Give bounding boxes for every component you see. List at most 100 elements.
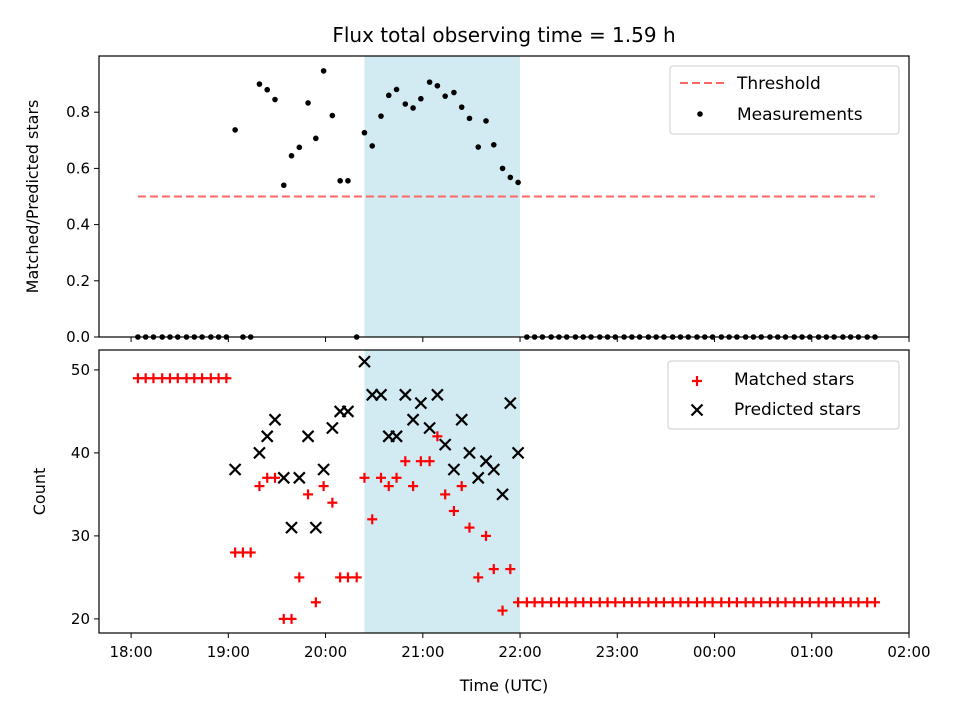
legend-measurements-swatch [697, 111, 703, 117]
ratio-marks [135, 68, 878, 340]
measurement-point [264, 86, 271, 93]
predicted-star-point [390, 430, 403, 443]
legend-matched-swatch [692, 376, 702, 386]
matched-star-point [473, 572, 484, 583]
matched-star-point [731, 597, 742, 608]
measurement-point [337, 177, 343, 184]
count-marks [132, 355, 880, 624]
matched-star-point [359, 472, 370, 483]
ratio-axes: 0.0 0.2 0.4 0.6 0.8 Flux total observing tim… [23, 23, 910, 346]
matched-star-point [172, 373, 183, 384]
predicted-star-point [447, 463, 461, 476]
matched-star-point [221, 373, 232, 384]
x-tick-label: 19:00 [207, 643, 250, 661]
predicted-star-point [301, 430, 315, 443]
predicted-star-point [285, 521, 298, 534]
predicted-star-point [455, 413, 468, 426]
matched-star-point [310, 597, 321, 608]
matched-star-point [448, 506, 459, 517]
x-tick-label: 22:00 [498, 643, 541, 661]
ratio-y-tick-label: 0.0 [66, 328, 90, 346]
count-y-tick-label: 50 [71, 361, 90, 379]
ratio-legend-box [669, 65, 900, 135]
matched-star-point [245, 547, 256, 558]
predicted-star-point [431, 388, 444, 402]
matched-star-point [829, 597, 840, 608]
matched-star-point [707, 597, 718, 608]
measurement-point [483, 118, 489, 124]
matched-star-point [464, 522, 475, 533]
predicted-star-point [399, 388, 412, 402]
measurement-point [458, 104, 465, 110]
matched-star-point [197, 373, 208, 384]
measurement-point [507, 174, 514, 181]
measurement-point [426, 79, 433, 85]
count-y-tick-label: 40 [71, 444, 90, 462]
matched-star-point [488, 564, 499, 575]
matched-star-point [869, 597, 880, 608]
predicted-star-point [260, 430, 274, 443]
matched-star-point [561, 597, 572, 608]
measurement-point [410, 105, 416, 111]
predicted-star-point [374, 388, 388, 402]
matched-star-point [286, 613, 297, 624]
measurement-point [385, 92, 392, 99]
matched-star-point [254, 481, 265, 492]
predicted-star-point [463, 446, 476, 460]
measurement-point [232, 127, 238, 133]
matched-star-point [327, 497, 338, 508]
measurement-point [451, 89, 457, 96]
legend-predicted-swatch [690, 403, 704, 417]
measurement-point [434, 82, 441, 89]
x-tick-label: 20:00 [304, 643, 347, 661]
measurement-point [442, 93, 448, 99]
measurement-point [256, 81, 263, 87]
measurement-point [369, 143, 376, 149]
measurement-point [320, 68, 327, 74]
legend-predicted-marker [690, 403, 704, 417]
count-axes: 20 30 40 50 18:00 19:00 20:00 21:00 22:00 23:00 00… [30, 349, 931, 695]
predicted-star-point [228, 463, 242, 476]
measurement-point [272, 96, 278, 103]
ratio-y-tick-label: 0.8 [66, 103, 90, 121]
predicted-star-point [504, 396, 517, 410]
predicted-star-point [268, 413, 282, 426]
count-y-axis-label: Count [30, 468, 49, 516]
matched-star-point [367, 514, 378, 525]
measurement-point [418, 95, 424, 102]
matched-star-point [424, 456, 435, 467]
matched-star-point [610, 597, 621, 608]
predicted-star-point [341, 405, 355, 418]
matched-star-point [658, 597, 669, 608]
legend-predicted-label: Predicted stars [734, 400, 861, 420]
measurement-point [466, 115, 473, 122]
matched-star-point [780, 597, 791, 608]
predicted-star-point [358, 355, 371, 368]
measurement-point [329, 112, 336, 119]
measurement-point [361, 129, 368, 136]
measurement-point [280, 182, 287, 189]
measurement-point [490, 141, 497, 148]
predicted-star-point [406, 413, 420, 426]
count-y-tick-label: 30 [71, 527, 90, 545]
measurement-point [393, 86, 400, 93]
x-tick-label: 21:00 [401, 643, 444, 661]
x-tick-label: 18:00 [109, 643, 152, 661]
legend-measurements-label: Measurements [737, 105, 863, 125]
predicted-star-point [423, 421, 436, 435]
measurement-point [515, 179, 521, 186]
predicted-star-point [277, 471, 291, 485]
matched-star-point [270, 472, 281, 483]
matched-star-point [505, 564, 516, 575]
chart-title: Flux total observing time = 1.59 h [332, 23, 675, 47]
count-axes-frame [98, 349, 910, 634]
matched-star-point [303, 489, 314, 500]
predicted-star-point [309, 521, 323, 534]
measurement-point [288, 152, 295, 159]
matched-star-point [294, 572, 305, 583]
x-tick-label: 00:00 [693, 643, 736, 661]
ratio-y-tick-label: 0.6 [66, 159, 90, 177]
matched-star-point [351, 572, 362, 583]
matched-star-point [683, 597, 694, 608]
